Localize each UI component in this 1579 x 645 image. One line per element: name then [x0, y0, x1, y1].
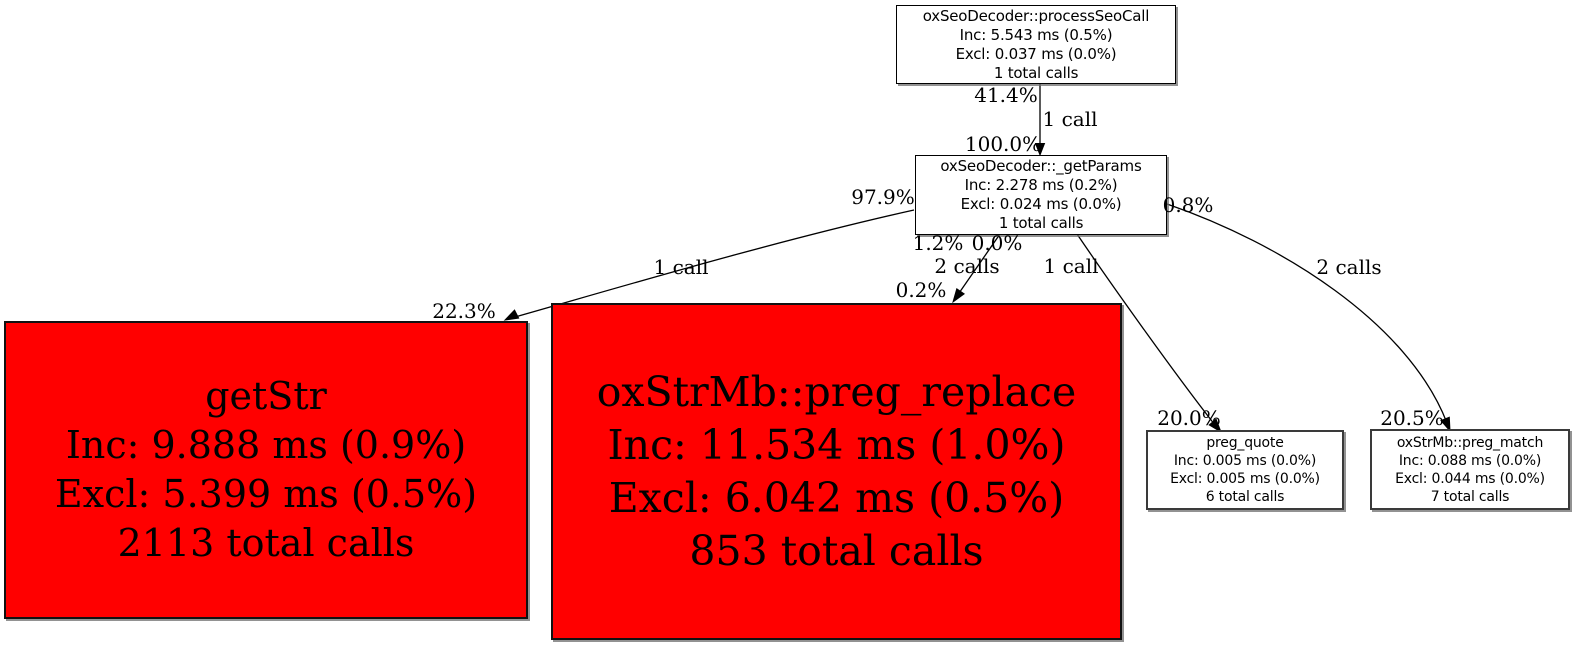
- function-name: oxStrMb::preg_replace: [596, 367, 1077, 416]
- edge-calls-label: 1 call: [1042, 107, 1098, 131]
- total-calls: 6 total calls: [1205, 489, 1285, 505]
- node-process-seo-call: oxSeoDecoder::processSeoCall Inc: 5.543 …: [896, 5, 1176, 84]
- inclusive-time: Inc: 2.278 ms (0.2%): [964, 176, 1118, 194]
- inclusive-time: Inc: 0.005 ms (0.0%): [1173, 453, 1317, 469]
- edge-head-percent-label: 20.5%: [1380, 406, 1444, 430]
- inclusive-time: Inc: 0.088 ms (0.0%): [1398, 452, 1542, 469]
- inclusive-time: Inc: 9.888 ms (0.9%): [65, 423, 467, 467]
- node-get-params: oxSeoDecoder::_getParams Inc: 2.278 ms (…: [915, 155, 1167, 235]
- edge-head-percent-label: 20.0%: [1157, 406, 1221, 430]
- function-name: oxSeoDecoder::_getParams: [940, 157, 1142, 175]
- exclusive-time: Excl: 5.399 ms (0.5%): [54, 472, 478, 516]
- exclusive-time: Excl: 0.024 ms (0.0%): [960, 195, 1122, 213]
- total-calls: 2113 total calls: [117, 521, 415, 565]
- edge-head-percent-label: 100.0%: [964, 132, 1042, 156]
- exclusive-time: Excl: 0.044 ms (0.0%): [1395, 470, 1545, 487]
- edge-calls-label: 1 call: [653, 255, 709, 279]
- edge-calls-label: 2 calls: [934, 254, 1000, 278]
- total-calls: 1 total calls: [993, 63, 1079, 82]
- node-preg-match: oxStrMb::preg_match Inc: 0.088 ms (0.0%)…: [1370, 429, 1570, 510]
- node-preg-quote: preg_quote Inc: 0.005 ms (0.0%) Excl: 0.…: [1146, 430, 1344, 510]
- edge-head-percent-label: 0.2%: [895, 278, 947, 302]
- edge-calls-label: 1 call: [1043, 254, 1099, 278]
- exclusive-time: Excl: 6.042 ms (0.5%): [608, 473, 1065, 522]
- total-calls: 1 total calls: [998, 214, 1084, 232]
- edge-tail-percent-label: 1.2%: [912, 231, 964, 255]
- exclusive-time: Excl: 0.005 ms (0.0%): [1170, 471, 1320, 487]
- exclusive-time: Excl: 0.037 ms (0.0%): [955, 44, 1117, 63]
- edge-tail-percent-label: 0.0%: [971, 231, 1023, 255]
- edge-line-getparams-to-pregmatch: [1166, 203, 1448, 424]
- edge-head-percent-label: 22.3%: [432, 299, 496, 323]
- edge-tail-percent-label: 41.4%: [974, 83, 1038, 107]
- edge-tail-percent-label: 0.8%: [1162, 193, 1214, 217]
- edge-line-getparams-to-getstr: [514, 209, 915, 318]
- inclusive-time: Inc: 11.534 ms (1.0%): [607, 420, 1066, 469]
- function-name: getStr: [205, 374, 327, 418]
- total-calls: 853 total calls: [689, 526, 984, 575]
- node-getstr: getStr Inc: 9.888 ms (0.9%) Excl: 5.399 …: [4, 321, 528, 619]
- edge-tail-percent-label: 97.9%: [851, 185, 915, 209]
- edge-calls-label: 2 calls: [1316, 255, 1382, 279]
- node-preg-replace: oxStrMb::preg_replace Inc: 11.534 ms (1.…: [551, 303, 1122, 640]
- function-name: oxStrMb::preg_match: [1396, 434, 1544, 451]
- function-name: preg_quote: [1206, 435, 1284, 451]
- total-calls: 7 total calls: [1430, 488, 1510, 505]
- function-name: oxSeoDecoder::processSeoCall: [922, 6, 1150, 25]
- inclusive-time: Inc: 5.543 ms (0.5%): [959, 25, 1113, 44]
